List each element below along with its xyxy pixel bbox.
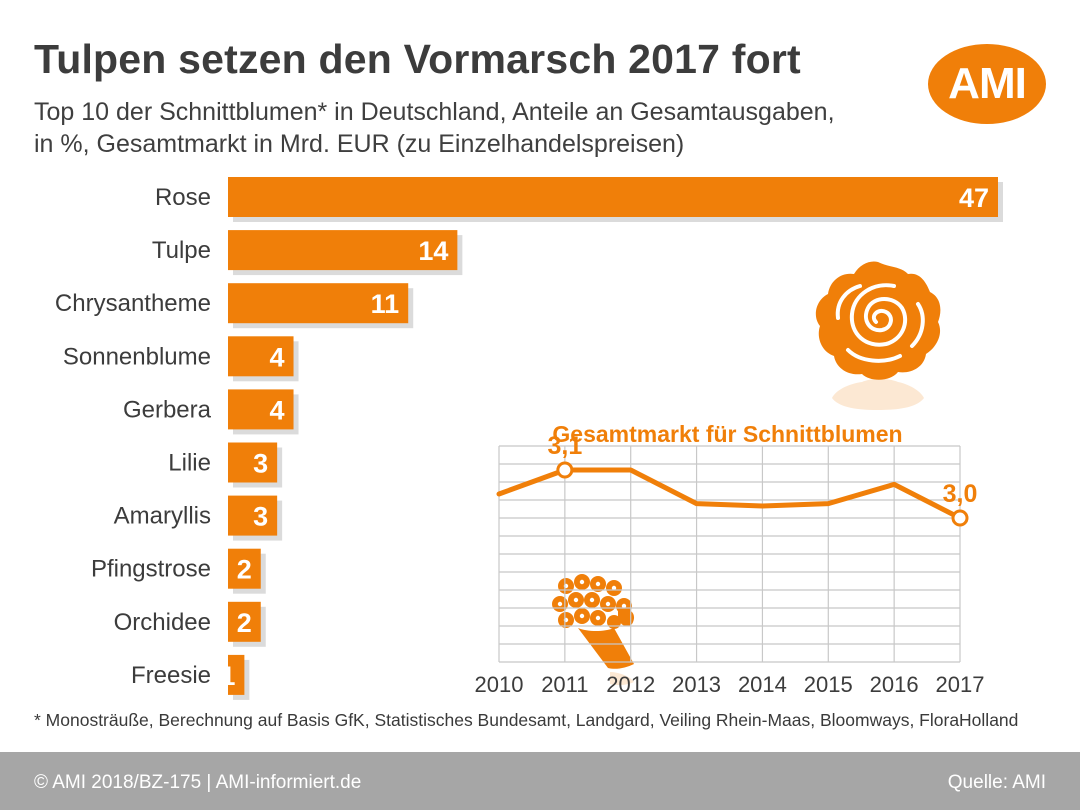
bar-orchidee	[228, 601, 261, 642]
x-tick-label: 2017	[936, 672, 985, 697]
line-point-label: 3,0	[943, 480, 978, 508]
line-chart-grid	[498, 445, 961, 663]
category-label: Chrysantheme	[55, 290, 211, 317]
footer-bar: © AMI 2018/BZ-175 | AMI-informiert.de Qu…	[0, 752, 1080, 810]
bar-lilie	[228, 442, 278, 483]
bar-chrysantheme	[228, 283, 409, 324]
subtitle-line-1: Top 10 der Schnittblumen* in Deutschland…	[34, 98, 835, 126]
category-label: Freesie	[131, 662, 211, 689]
x-tick-label: 2010	[475, 672, 524, 697]
x-tick-label: 2014	[738, 672, 787, 697]
value-label: 1	[220, 661, 235, 691]
line-point-label: 3,1	[547, 432, 582, 460]
ami-logo: AMI	[928, 44, 1046, 124]
category-label: Tulpe	[152, 237, 211, 264]
category-label: Lilie	[168, 450, 211, 477]
page-title: Tulpen setzen den Vormarsch 2017 fort	[34, 36, 801, 82]
bar-gerbera	[228, 389, 294, 430]
value-label: 2	[237, 555, 252, 585]
line-point-marker	[951, 509, 969, 527]
category-label: Pfingstrose	[91, 556, 211, 583]
category-label: Sonnenblume	[63, 343, 211, 370]
line-series	[496, 467, 963, 521]
value-label: 2	[237, 608, 252, 638]
bar-freesie	[228, 654, 245, 695]
value-label: 3	[253, 449, 268, 479]
x-tick-label: 2015	[804, 672, 853, 697]
x-tick-label: 2013	[672, 672, 721, 697]
value-label: 14	[418, 236, 448, 266]
logo-text: AMI	[948, 59, 1027, 108]
bar-sonnenblume	[228, 336, 294, 377]
x-tick-label: 2012	[606, 672, 655, 697]
copyright-text: © AMI 2018/BZ-175 | AMI-informiert.de	[34, 772, 362, 793]
source-text: Quelle: AMI	[947, 772, 1046, 793]
category-label: Rose	[155, 184, 211, 211]
value-label: 3	[253, 502, 268, 532]
category-label: Orchidee	[114, 609, 211, 636]
x-tick-label: 2011	[541, 672, 588, 697]
bar-tulpe	[228, 230, 458, 271]
x-tick-label: 2016	[870, 672, 919, 697]
value-label: 47	[959, 183, 989, 213]
subtitle-line-2: in %, Gesamtmarkt in Mrd. EUR (zu Einzel…	[34, 130, 685, 158]
bar-amaryllis	[228, 495, 278, 536]
rose-icon	[815, 261, 941, 410]
category-label: Gerbera	[123, 396, 212, 423]
footnote: * Monosträuße, Berechnung auf Basis GfK,…	[34, 710, 1019, 730]
bar-rose	[228, 177, 998, 217]
line-chart-title: Gesamtmarkt für Schnittblumen	[552, 421, 902, 447]
category-label: Amaryllis	[114, 503, 211, 530]
value-label: 11	[371, 289, 400, 319]
value-label: 4	[270, 342, 285, 372]
value-label: 4	[270, 395, 285, 425]
subtitle: Top 10 der Schnittblumen* in Deutschland…	[34, 96, 914, 160]
line-point-marker	[556, 461, 574, 479]
bar-pfingstrose	[228, 548, 261, 589]
